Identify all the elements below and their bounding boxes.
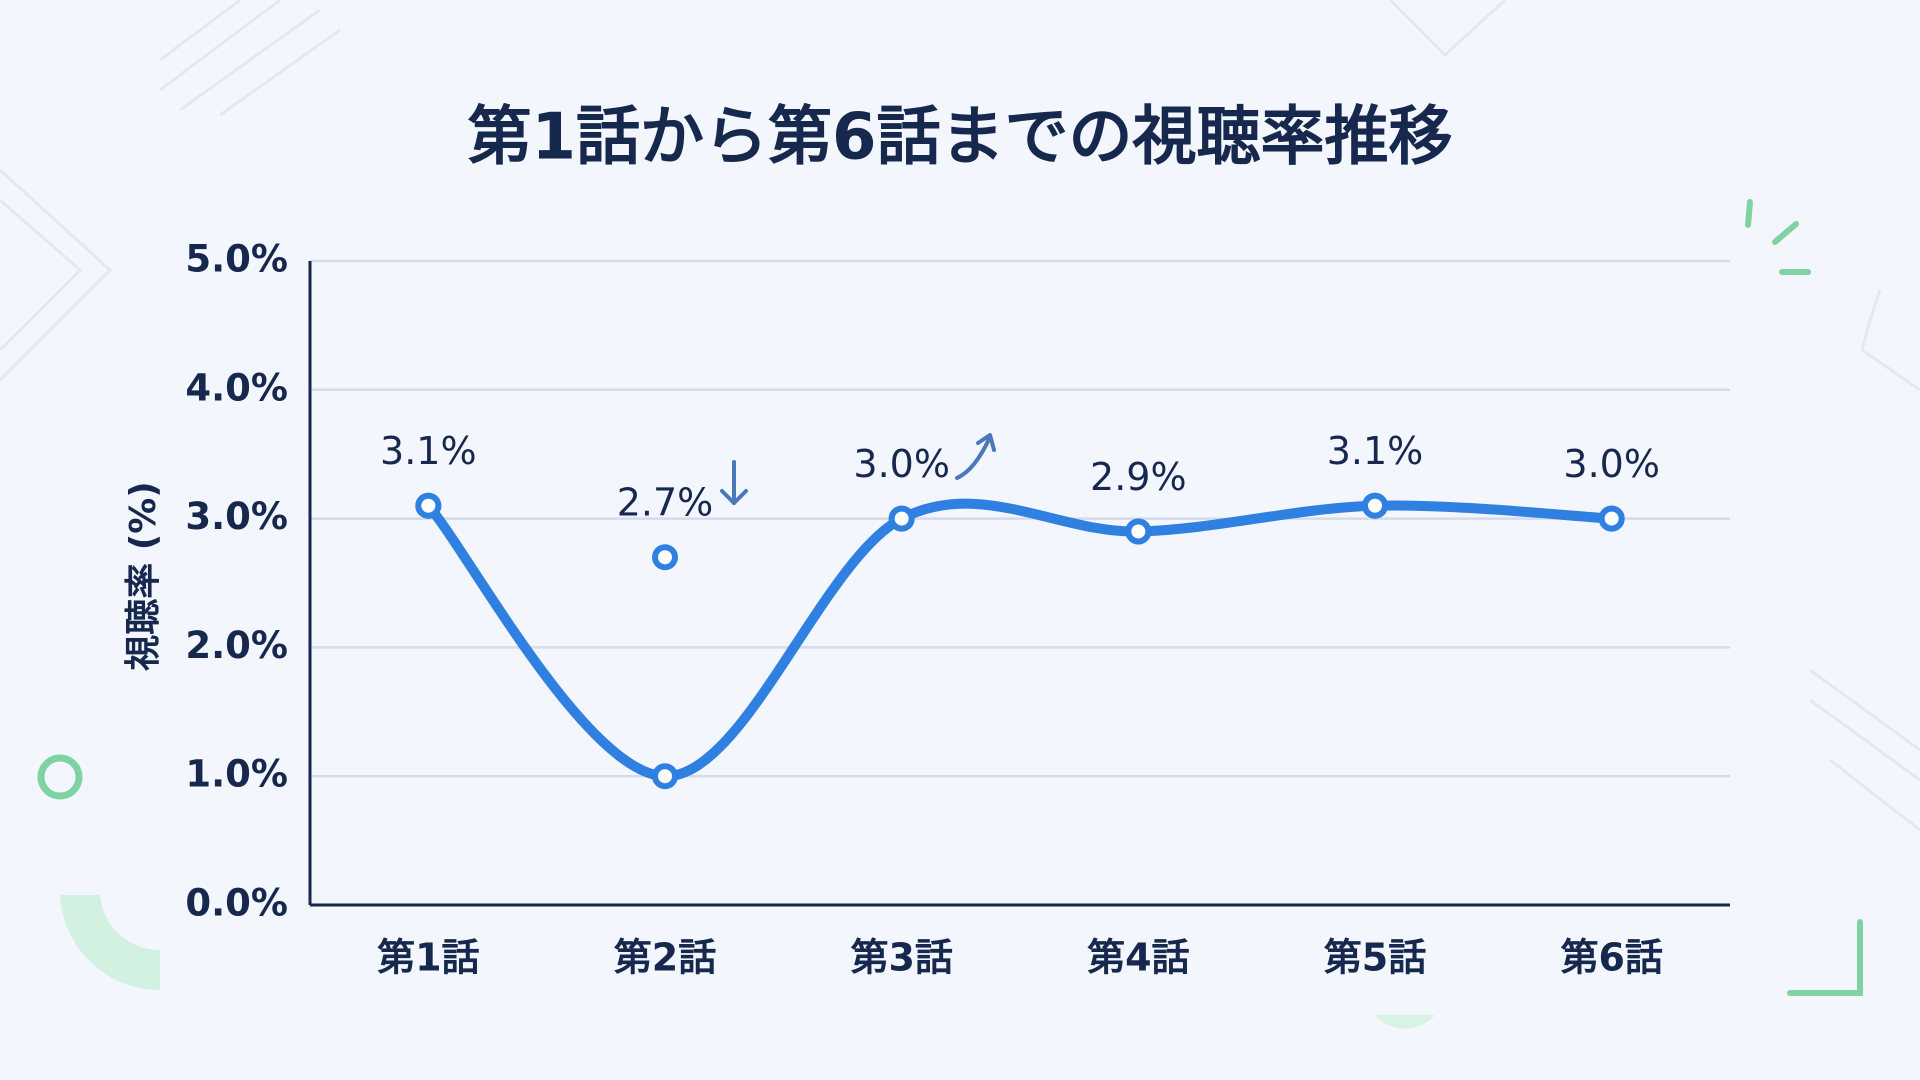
point xyxy=(1125,518,1152,545)
y-tick-label: 0.0% xyxy=(185,882,288,925)
data-label: 3.0% xyxy=(853,442,950,486)
x-tick-label: 第1話 xyxy=(377,936,479,980)
point xyxy=(652,544,678,571)
point xyxy=(1598,505,1625,532)
x-tick-label: 第2話 xyxy=(614,936,716,980)
data-label: 2.9% xyxy=(1090,455,1187,499)
trend-arrows xyxy=(720,433,996,505)
y-tick-label: 1.0% xyxy=(185,753,288,796)
x-tick-label: 第5話 xyxy=(1324,936,1426,980)
y-tick-label: 4.0% xyxy=(185,366,288,409)
data-label: 3.1% xyxy=(380,429,477,473)
decoration xyxy=(0,0,1920,1029)
y-tick-label: 2.0% xyxy=(185,624,288,667)
data-label: 2.7% xyxy=(617,481,714,525)
x-tick-label: 第3話 xyxy=(850,936,952,980)
y-tick-label: 3.0% xyxy=(185,495,288,538)
x-tick-label: 第6話 xyxy=(1560,936,1662,980)
chart-title: 第1話から第6話までの視聴率推移 xyxy=(467,101,1452,175)
y-tick-label: 5.0% xyxy=(185,238,288,281)
data-label: 3.1% xyxy=(1327,429,1424,473)
x-tick-label: 第4話 xyxy=(1087,936,1189,980)
point xyxy=(1362,492,1388,519)
y-axis-label: 視聴率 (%) xyxy=(123,481,164,672)
point xyxy=(652,763,678,790)
data-label: 3.0% xyxy=(1563,442,1660,486)
point xyxy=(415,492,442,519)
point xyxy=(888,505,915,532)
line xyxy=(423,498,1617,782)
